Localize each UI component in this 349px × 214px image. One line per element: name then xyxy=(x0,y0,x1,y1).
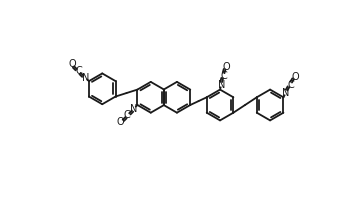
Text: N: N xyxy=(82,73,89,83)
Text: C: C xyxy=(124,110,131,120)
Text: N: N xyxy=(282,88,290,98)
Text: N: N xyxy=(130,104,138,114)
Text: C: C xyxy=(220,71,227,81)
Text: O: O xyxy=(222,62,230,72)
Text: C: C xyxy=(287,80,294,90)
Text: C: C xyxy=(75,66,82,76)
Text: O: O xyxy=(117,117,125,127)
Text: O: O xyxy=(291,72,299,82)
Text: N: N xyxy=(218,80,225,90)
Text: O: O xyxy=(68,59,76,70)
